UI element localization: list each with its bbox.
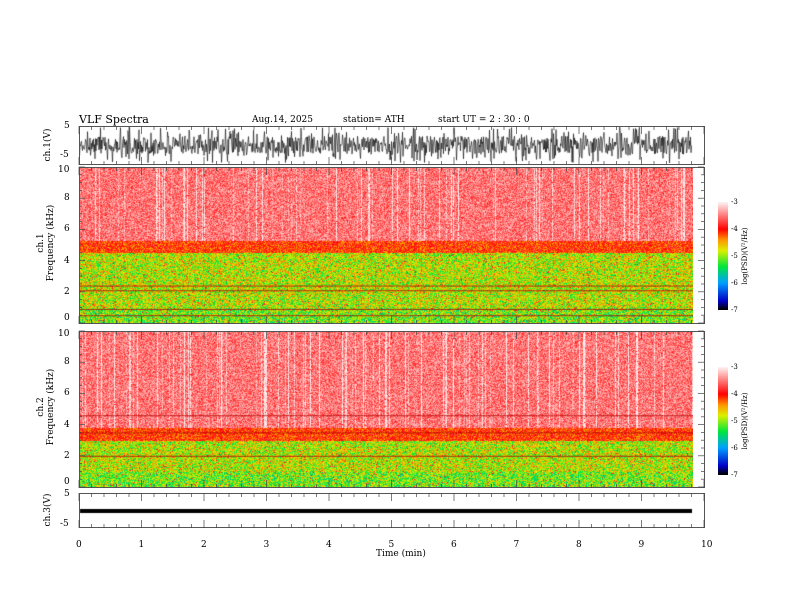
- freq-tick-label: 0: [64, 477, 70, 487]
- ch3-ytick: -5: [60, 519, 69, 529]
- colorbar-tick-label: -3: [731, 198, 738, 206]
- ch1-spectrogram-plot: [79, 167, 693, 323]
- freq-tick-label: 10: [58, 165, 70, 175]
- x-tick-label: 9: [638, 540, 645, 550]
- freq-tick-label: 4: [64, 255, 70, 266]
- colorbar-tick-label: -5: [731, 417, 738, 425]
- colorbar-tick-label: -3: [731, 363, 738, 371]
- freq-tick-label: 0: [64, 313, 70, 323]
- ch1-colorbar: [718, 202, 728, 310]
- ch1-ytick: -5: [60, 150, 69, 160]
- colorbar-tick-label: -4: [731, 390, 738, 398]
- freq-tick-label: 6: [64, 224, 70, 235]
- freq-tick-label: 8: [64, 357, 70, 368]
- freq-tick-label: 8: [64, 193, 70, 204]
- colorbar-tick-label: -5: [731, 252, 738, 260]
- x-tick-label: 2: [201, 540, 207, 550]
- freq-tick-label: 2: [64, 286, 70, 297]
- freq-tick-label: 6: [64, 388, 70, 399]
- colorbar-tick-label: -6: [731, 444, 738, 452]
- x-tick-label: 5: [388, 540, 395, 550]
- ch1-waveform-frame: [79, 126, 705, 165]
- freq-tick-label: 4: [64, 419, 70, 430]
- x-tick-label: 8: [576, 540, 582, 550]
- colorbar-tick-label: -7: [731, 306, 738, 314]
- ch2-spectrogram-plot: [79, 331, 693, 487]
- ch3-waveform-frame: [79, 493, 705, 528]
- figure-title: VLF Spectra: [79, 113, 149, 126]
- colorbar-tick-label: -4: [731, 225, 738, 233]
- station-label: station= ATH: [343, 115, 405, 125]
- ch2-spectrogram-frame: [79, 331, 705, 488]
- x-tick-label: 0: [76, 540, 82, 550]
- start-time-label: start UT = 2 : 30 : 0: [438, 115, 530, 125]
- x-tick-label: 10: [701, 540, 713, 550]
- x-axis-label: Time (min): [376, 549, 426, 559]
- x-tick-label: 7: [513, 540, 520, 550]
- ch3-ytick: 5: [64, 489, 70, 499]
- freq-tick-label: 10: [58, 329, 70, 339]
- colorbar-tick-label: -6: [731, 279, 738, 287]
- x-tick-label: 1: [138, 540, 145, 550]
- x-tick-label: 4: [326, 540, 332, 550]
- x-tick-label: 3: [263, 540, 270, 550]
- ch2-colorbar: [718, 367, 728, 475]
- x-tick-label: 6: [451, 540, 457, 550]
- ch1-spectrogram-frame: [79, 167, 705, 324]
- ch1-ytick: 5: [64, 121, 70, 131]
- date-label: Aug.14, 2025: [252, 115, 313, 125]
- freq-tick-label: 2: [64, 450, 70, 461]
- colorbar-tick-label: -7: [731, 471, 738, 479]
